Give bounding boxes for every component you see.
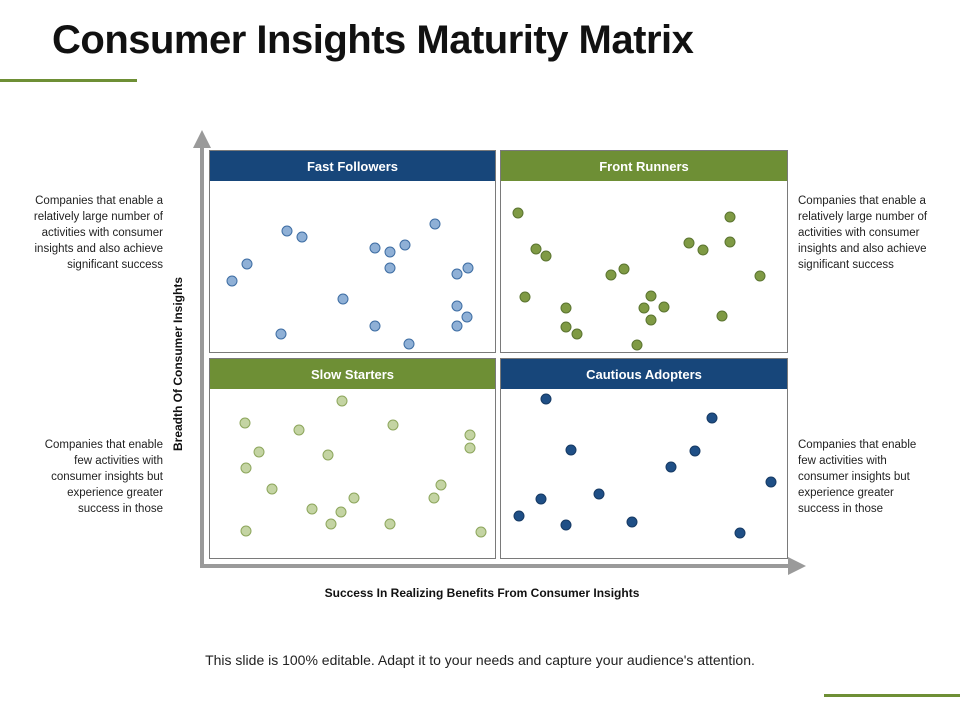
dot	[605, 269, 617, 281]
dot	[296, 231, 308, 243]
dot	[560, 519, 572, 531]
dot	[275, 328, 287, 340]
dot	[765, 476, 777, 488]
quadrant-header-fast-followers: Fast Followers	[210, 151, 495, 181]
quadrant-header-front-runners: Front Runners	[501, 151, 787, 181]
dot	[475, 526, 487, 538]
dot	[348, 492, 360, 504]
dot	[565, 444, 577, 456]
dot	[403, 338, 415, 350]
dot	[239, 417, 251, 429]
y-axis-label: Breadth Of Consumer Insights	[171, 276, 185, 452]
dot	[519, 291, 531, 303]
dot	[240, 525, 252, 537]
dot	[535, 493, 547, 505]
dot	[665, 461, 677, 473]
dots-front-runners	[512, 207, 766, 351]
dot	[512, 207, 524, 219]
quadrant-front-runners: Front Runners	[500, 150, 788, 353]
dot	[384, 246, 396, 258]
quadrant-cautious-adopters: Cautious Adopters	[500, 358, 788, 559]
dot	[464, 442, 476, 454]
dot	[226, 275, 238, 287]
dot	[618, 263, 630, 275]
footer-note: This slide is 100% editable. Adapt it to…	[205, 652, 755, 668]
dot	[281, 225, 293, 237]
dot	[683, 237, 695, 249]
dot	[435, 479, 447, 491]
dot	[571, 328, 583, 340]
dot	[384, 262, 396, 274]
dot	[724, 211, 736, 223]
dot	[593, 488, 605, 500]
dot	[560, 302, 572, 314]
slide-title: Consumer Insights Maturity Matrix	[52, 18, 694, 62]
dot	[322, 449, 334, 461]
dot	[716, 310, 728, 322]
dot	[253, 446, 265, 458]
dot	[369, 242, 381, 254]
dot	[638, 302, 650, 314]
dot	[513, 510, 525, 522]
dot	[724, 236, 736, 248]
quadrant-slow-starters: Slow Starters	[209, 358, 496, 559]
accent-line-top	[0, 79, 137, 82]
dot	[335, 506, 347, 518]
dot	[631, 339, 643, 351]
dot	[645, 290, 657, 302]
dot	[689, 445, 701, 457]
description-slow-starters: Companies that enable few activities wit…	[44, 439, 163, 515]
dot	[540, 250, 552, 262]
dot	[451, 320, 463, 332]
dot	[560, 321, 572, 333]
dot	[697, 244, 709, 256]
description-cautious-adopters: Companies that enable few activities wit…	[798, 439, 917, 515]
description-fast-followers: Companies that enable a relatively large…	[33, 195, 163, 271]
dot	[462, 262, 474, 274]
dot	[240, 462, 252, 474]
dot	[399, 239, 411, 251]
dot	[369, 320, 381, 332]
dot	[429, 218, 441, 230]
dot	[337, 293, 349, 305]
quadrant-header-slow-starters: Slow Starters	[210, 359, 495, 389]
dot	[241, 258, 253, 270]
dot	[384, 518, 396, 530]
dot	[530, 243, 542, 255]
x-axis-label: Success In Realizing Benefits From Consu…	[324, 586, 640, 600]
dot	[645, 314, 657, 326]
dot	[325, 518, 337, 530]
dot	[540, 393, 552, 405]
dot	[754, 270, 766, 282]
dot	[464, 429, 476, 441]
dot	[266, 483, 278, 495]
dot	[451, 268, 463, 280]
dot	[734, 527, 746, 539]
dot	[293, 424, 305, 436]
dot	[658, 301, 670, 313]
dot	[387, 419, 399, 431]
quadrant-fast-followers: Fast Followers	[209, 150, 496, 353]
dots-fast-followers	[226, 218, 474, 350]
quadrant-header-cautious-adopters: Cautious Adopters	[501, 359, 787, 389]
dot	[626, 516, 638, 528]
accent-line-bottom	[824, 694, 960, 697]
dot	[428, 492, 440, 504]
dots-slow-starters	[239, 395, 487, 538]
y-axis-arrow	[193, 130, 211, 148]
dot	[706, 412, 718, 424]
dot	[306, 503, 318, 515]
dot	[461, 311, 473, 323]
dot	[336, 395, 348, 407]
x-axis-arrow	[788, 557, 806, 575]
dots-cautious-adopters	[513, 393, 777, 539]
description-front-runners: Companies that enable a relatively large…	[798, 195, 928, 271]
dot	[451, 300, 463, 312]
